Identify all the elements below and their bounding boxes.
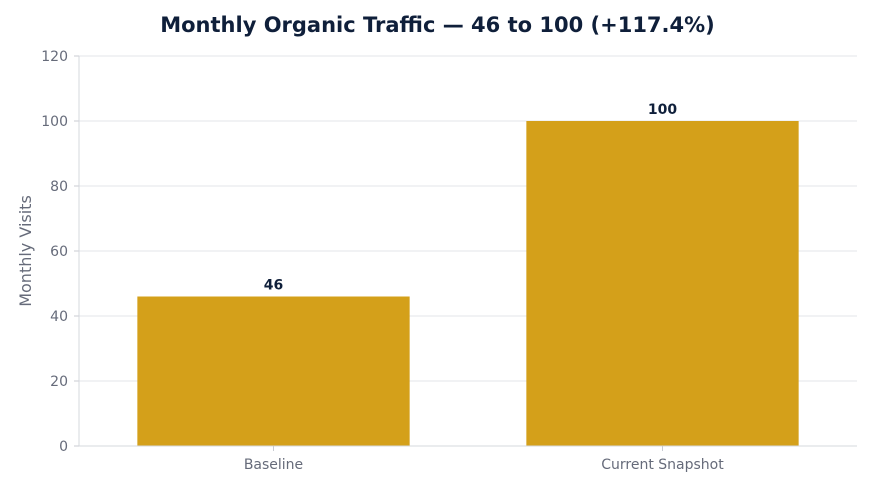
chart-title: Monthly Organic Traffic — 46 to 100 (+11… <box>160 13 715 37</box>
data-label: 46 <box>264 278 283 294</box>
y-tick-label: 120 <box>41 49 68 65</box>
bar <box>526 121 799 446</box>
y-tick-label: 60 <box>50 244 68 260</box>
x-tick-label: Baseline <box>244 457 303 473</box>
y-tick-label: 80 <box>50 179 68 195</box>
data-label: 100 <box>648 102 677 118</box>
bar <box>137 296 410 446</box>
bars <box>137 121 799 446</box>
y-tick-label: 100 <box>41 114 68 130</box>
y-tick-label: 40 <box>50 309 68 325</box>
y-tick-label: 20 <box>50 374 68 390</box>
axes <box>74 55 857 451</box>
x-tick-label: Current Snapshot <box>601 457 724 473</box>
labels: 0 20 40 60 80 100 120 46 Baseline 100 Current Snap… <box>41 49 724 473</box>
y-tick-label: 0 <box>59 439 68 455</box>
y-axis-title: Monthly Visits <box>16 195 35 307</box>
